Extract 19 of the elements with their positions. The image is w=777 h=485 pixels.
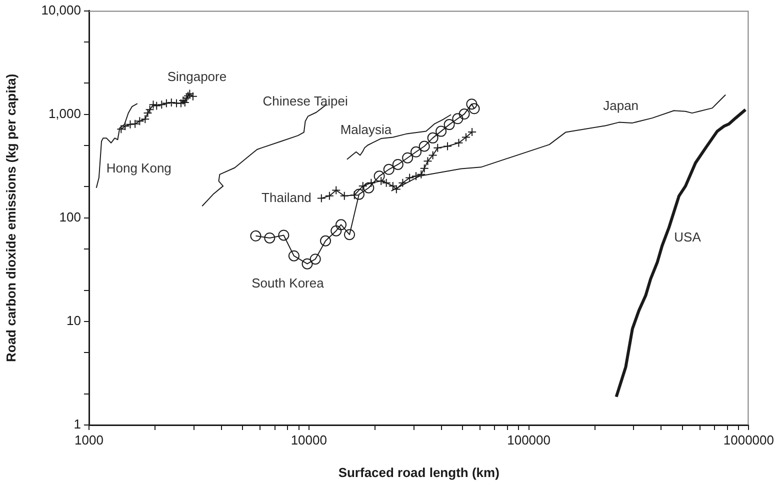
y-tick-label: 1,000: [48, 106, 81, 121]
x-axis-title: Surfaced road length (km): [338, 464, 500, 480]
y-tick-label: 1: [74, 416, 81, 432]
series-label: Singapore: [167, 68, 227, 84]
series-label: Thailand: [262, 190, 312, 205]
x-tick-label: 10000: [290, 432, 327, 448]
series-label: Japan: [603, 98, 639, 114]
y-tick-label: 100: [59, 209, 81, 224]
y-tick-label: 10,000: [41, 2, 81, 18]
series-label: South Korea: [252, 275, 325, 290]
x-tick-label: 1000: [74, 432, 104, 448]
series-label: USA: [674, 229, 702, 244]
y-axis-title: Road carbon dioxide emissions (kg per capita): [3, 74, 18, 362]
series-label: Hong Kong: [106, 160, 172, 176]
y-tick-label: 10: [66, 313, 81, 328]
series-label: Malaysia: [340, 122, 392, 138]
series-label: Chinese Taipei: [262, 93, 348, 108]
x-tick-label: 100000: [507, 432, 550, 448]
x-tick-label: 1000000: [723, 432, 774, 448]
